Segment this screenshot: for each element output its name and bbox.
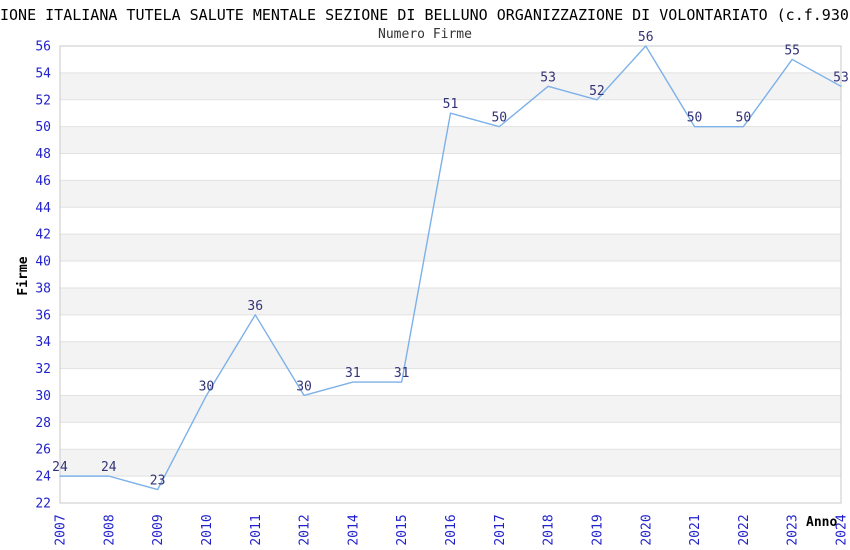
plot-band (60, 72, 841, 100)
data-point-label: 50 (687, 111, 703, 126)
data-point-label: 31 (345, 366, 361, 381)
y-tick-label: 46 (35, 174, 51, 189)
y-tick-label: 56 (35, 40, 51, 55)
data-point-label: 50 (491, 111, 507, 126)
y-tick-label: 50 (35, 120, 51, 135)
data-point-label: 24 (101, 460, 117, 475)
y-tick-label: 52 (35, 93, 51, 108)
chart-subtitle: Numero Firme (378, 27, 472, 42)
data-point-label: 51 (443, 97, 459, 112)
data-point-label: 30 (199, 379, 215, 394)
y-tick-label: 34 (35, 335, 51, 350)
plot-band (60, 234, 841, 262)
x-tick-label: 2017 (493, 514, 508, 545)
plot-band (60, 180, 841, 208)
plot-band (60, 395, 841, 423)
y-tick-label: 28 (35, 416, 51, 431)
x-tick-label: 2024 (835, 514, 850, 545)
x-tick-label: 2021 (688, 514, 703, 545)
data-line (59, 45, 842, 491)
y-tick-label: 36 (35, 308, 51, 323)
data-point-label: 52 (589, 84, 605, 99)
data-point-label: 55 (784, 43, 800, 58)
x-tick-label: 2018 (542, 514, 557, 545)
y-tick-label: 38 (35, 281, 51, 296)
plot-band (60, 287, 841, 315)
data-point-label: 53 (540, 70, 556, 85)
plot-band (60, 341, 841, 369)
data-point-label: 36 (247, 299, 263, 314)
x-axis-title: Anno (806, 515, 838, 530)
x-tick-label: 2019 (590, 514, 605, 545)
data-point-label: 24 (52, 460, 68, 475)
x-tick-label: 2011 (249, 514, 264, 545)
y-tick-label: 40 (35, 255, 51, 270)
x-tick-label: 2007 (54, 514, 69, 545)
plot-band (60, 126, 841, 154)
plot-border (59, 45, 842, 504)
x-tick-label: 2009 (151, 514, 166, 545)
x-tick-label: 2020 (639, 514, 654, 545)
x-tick-label: 2010 (200, 514, 215, 545)
y-tick-label: 54 (35, 66, 51, 81)
data-point-label: 56 (638, 30, 654, 45)
y-tick-label: 32 (35, 362, 51, 377)
data-point-label: 31 (394, 366, 410, 381)
x-tick-label: 2008 (102, 514, 117, 545)
plot-band (60, 449, 841, 477)
y-tick-label: 30 (35, 389, 51, 404)
data-point-label: 50 (736, 111, 752, 126)
x-tick-label: 2022 (737, 514, 752, 545)
y-tick-label: 24 (35, 470, 51, 485)
y-tick-label: 22 (35, 497, 51, 512)
x-tick-label: 2016 (444, 514, 459, 545)
data-point-label: 23 (150, 474, 166, 489)
y-tick-label: 42 (35, 228, 51, 243)
y-tick-label: 26 (35, 443, 51, 458)
y-tick-label: 48 (35, 147, 51, 162)
chart-title: IONE ITALIANA TUTELA SALUTE MENTALE SEZI… (0, 6, 850, 24)
y-tick-label: 44 (35, 201, 51, 216)
x-tick-label: 2014 (346, 514, 361, 545)
x-tick-label: 2012 (298, 514, 313, 545)
x-tick-label: 2015 (395, 514, 410, 545)
data-point-label: 30 (296, 379, 312, 394)
data-point-label: 53 (833, 70, 849, 85)
x-tick-label: 2023 (786, 514, 801, 545)
